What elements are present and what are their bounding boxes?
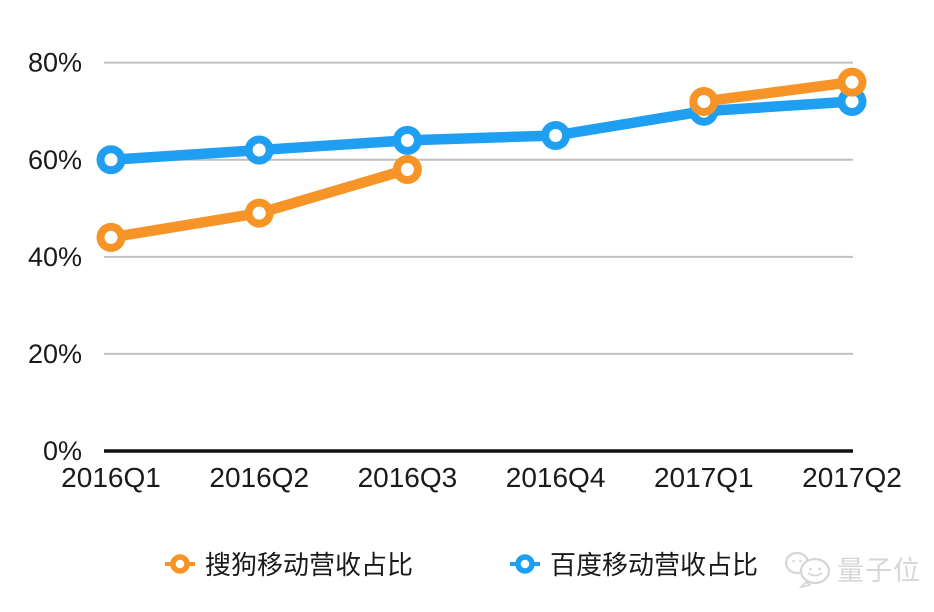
legend-item-sogou: 搜狗移动营收占比 <box>164 545 413 582</box>
y-tick-label: 80% <box>28 48 82 78</box>
data-point-hole <box>697 95 711 109</box>
data-point-hole <box>845 75 859 89</box>
series-line <box>698 76 858 107</box>
watermark: 量子位 <box>782 548 921 588</box>
data-point-hole <box>400 162 414 176</box>
x-tick-label: 2016Q1 <box>61 462 161 493</box>
data-point-hole <box>104 230 118 244</box>
legend-item-baidu: 百度移动营收占比 <box>509 545 758 582</box>
y-tick-label: 0% <box>43 436 82 466</box>
data-point-hole <box>845 95 859 109</box>
y-tick-label: 60% <box>28 145 82 175</box>
data-point-hole <box>549 128 563 142</box>
series-line <box>105 96 858 166</box>
data-point-hole <box>104 153 118 167</box>
data-point-hole <box>252 143 266 157</box>
x-tick-label: 2017Q2 <box>802 462 902 493</box>
legend-label-sogou: 搜狗移动营收占比 <box>205 550 414 580</box>
y-tick-label: 20% <box>28 339 82 369</box>
x-tick-label: 2016Q4 <box>506 462 606 493</box>
data-point-hole <box>252 206 266 220</box>
data-point-hole <box>400 133 414 147</box>
y-tick-label: 40% <box>28 242 82 272</box>
legend-label-baidu: 百度移动营收占比 <box>550 550 759 580</box>
x-tick-label: 2016Q3 <box>358 462 458 493</box>
watermark-text: 量子位 <box>837 555 921 586</box>
x-tick-label: 2016Q2 <box>209 462 309 493</box>
sogou-legend-marker-icon <box>165 553 195 574</box>
x-tick-label: 2017Q1 <box>654 462 754 493</box>
qbitai-logo-icon <box>784 551 831 588</box>
legend: 搜狗移动营收占比 百度移动营收占比 <box>164 545 758 582</box>
baidu-legend-marker-icon <box>510 553 541 574</box>
